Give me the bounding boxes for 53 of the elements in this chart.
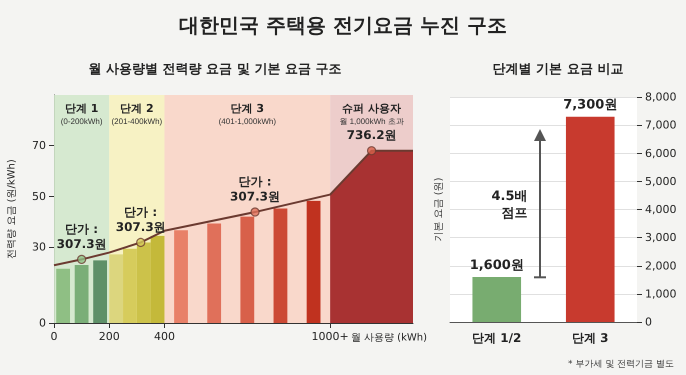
y-tick-label: 70 [32,139,46,152]
band-label: 단계 1 (0-200kWh) [60,102,103,126]
y-tick-label: 2,000 [645,259,676,272]
y-tick-label: 6,000 [645,146,676,160]
annotation: 4.5배 점프 [491,188,528,221]
bar [274,208,288,323]
bar [136,242,151,323]
y-tick-label: 8,000 [645,90,676,104]
point [136,238,146,248]
y-tick-label: 50 [32,190,46,203]
x-tick-label: 0 [50,330,58,343]
data-label: 7,300원 [563,98,618,113]
point [366,146,376,156]
bar [109,254,124,323]
x-tick-label: 400 [154,330,175,343]
x-tick-label: 200 [98,330,120,343]
x-tick-label: 단계 3 [572,331,609,345]
y-tick-label: 0 [645,316,652,328]
annotation: 단가 : 307.3원 [230,174,280,204]
y-tick-label: 5,000 [645,174,676,188]
bar [306,200,320,323]
y-axis-title: 기본 요금 (원) [434,177,444,242]
annotation: 736.2원 [346,128,397,142]
x-tick-label: 단계 1/2 [472,331,522,345]
annotation: 단가 : 307.3원 [116,204,166,234]
bar [56,268,70,323]
point [250,207,260,217]
band-label: 슈퍼 사용자 월 1,000kWh 초과 [339,102,404,126]
x-tick-label: 1000+ [312,330,349,343]
bar [207,223,222,323]
point [77,254,86,264]
band-label: 단계 3 (401-1,000kWh) [218,102,276,126]
y-axis-title: 전력량 요금 (원/kWh) [6,159,18,259]
bar [123,248,137,323]
bar [150,236,164,323]
bar [93,260,108,323]
y-tick-label: 4,000 [645,203,676,216]
chart-title: 대한민국 주택용 전기요금 누진 구조 [178,12,508,39]
y-tick-label: 1,000 [645,287,676,300]
y-tick-label: 0 [39,316,46,330]
y-tick-label: 3,000 [645,231,676,244]
text: * 부가세 및 전력기금 별도 [568,360,674,370]
annotation: 단가 : 307.3원 [56,222,107,251]
chart-title: 단계별 기본 요금 비교 [492,62,624,77]
bar [74,264,89,323]
y-tick-label: 7,000 [645,118,676,132]
bar [240,216,254,323]
chart-subtitle: 월 사용량별 전력량 요금 및 기본 요금 구조 [88,62,342,77]
data-label: 1,600원 [470,258,524,273]
band-label: 단계 2 (201-400kWh) [112,102,163,126]
bar [174,230,188,323]
y-tick-label: 30 [32,240,46,254]
x-axis-title: 월 사용량 (kWh) [350,332,428,344]
